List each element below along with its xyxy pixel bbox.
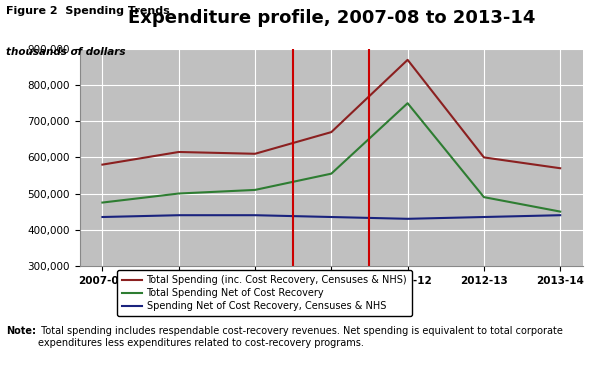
Legend: Total Spending (inc. Cost Recovery, Censuses & NHS), Total Spending Net of Cost : Total Spending (inc. Cost Recovery, Cens… — [117, 270, 412, 316]
Text: Total spending includes respendable cost-recovery revenues. Net spending is equi: Total spending includes respendable cost… — [38, 326, 563, 348]
Text: Figure 2  Spending Trends: Figure 2 Spending Trends — [6, 6, 170, 16]
Text: Expenditure profile, 2007-08 to 2013-14: Expenditure profile, 2007-08 to 2013-14 — [128, 9, 535, 28]
Text: thousands of dollars: thousands of dollars — [6, 47, 125, 57]
Text: Note:: Note: — [6, 326, 36, 336]
